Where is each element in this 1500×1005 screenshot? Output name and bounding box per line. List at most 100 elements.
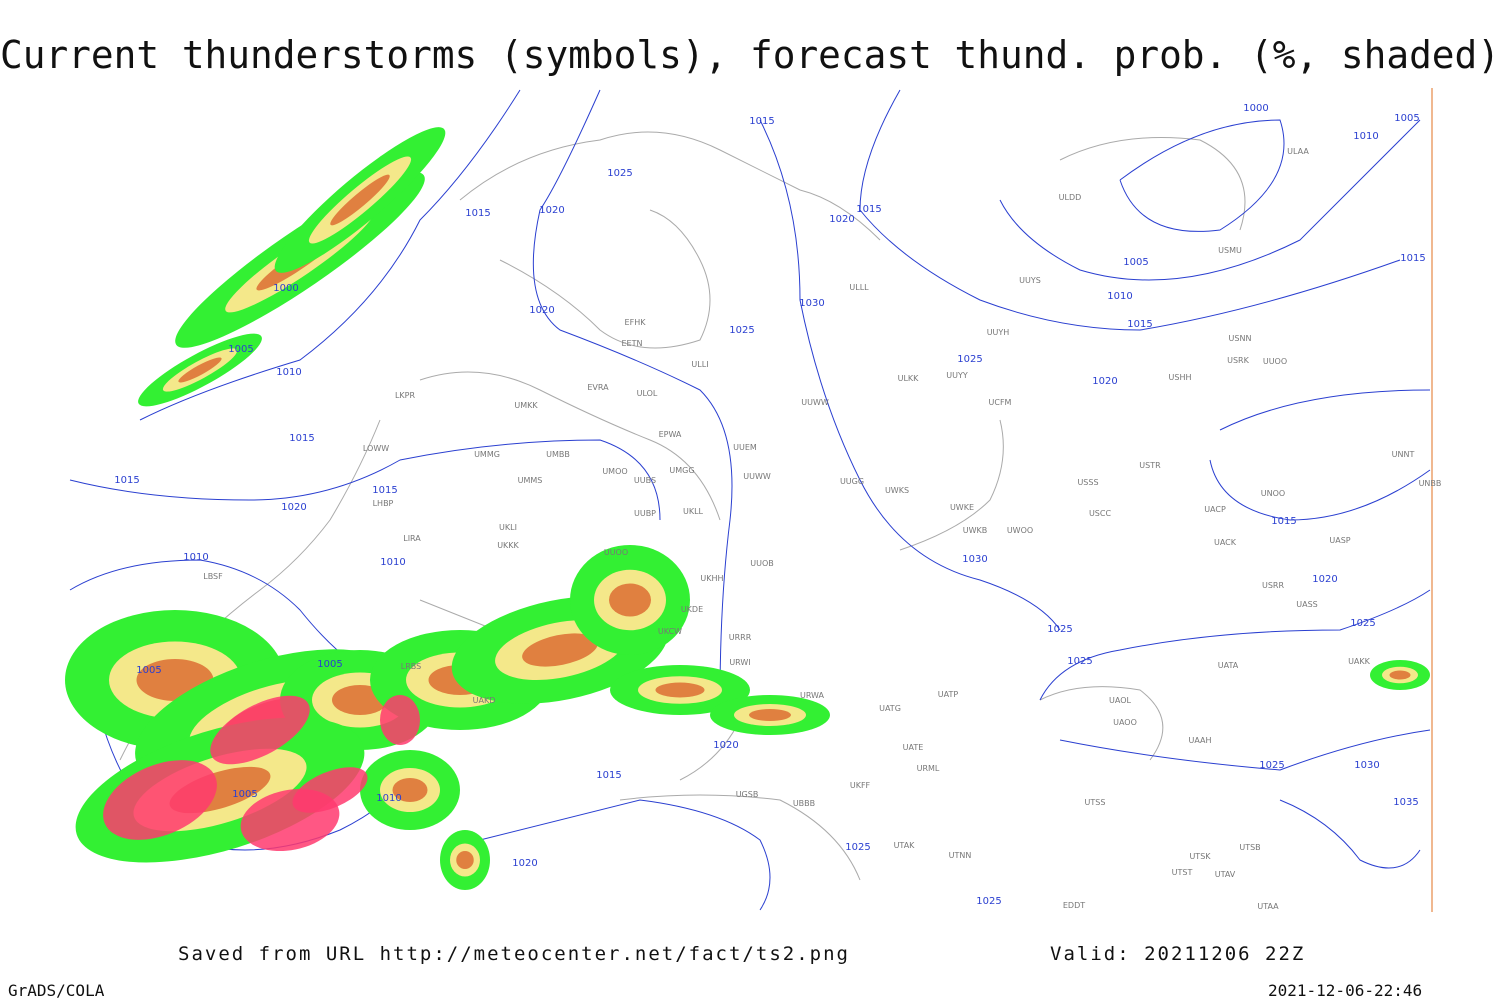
isobar-label: 1005 xyxy=(228,344,253,355)
station-code: UATE xyxy=(903,743,924,752)
station-code: USNN xyxy=(1229,334,1252,343)
probability-shading xyxy=(65,127,1430,890)
station-code: USRK xyxy=(1227,356,1249,365)
station-code: UUOB xyxy=(750,559,774,568)
station-code: UUYS xyxy=(1019,276,1041,285)
station-code: ULLI xyxy=(691,360,708,369)
station-code: UKCW xyxy=(658,627,682,636)
station-code: LOWW xyxy=(363,444,389,453)
isobar-label: 1025 xyxy=(1259,760,1284,771)
station-code: UKFF xyxy=(850,781,871,790)
isobar-label: 1035 xyxy=(1393,797,1418,808)
station-code: LBSF xyxy=(203,572,223,581)
isobar-label: 1000 xyxy=(1243,103,1268,114)
station-code: USSS xyxy=(1077,478,1098,487)
station-code: UTSS xyxy=(1085,798,1106,807)
isobar-label: 1005 xyxy=(1123,257,1148,268)
isobar-label: 1015 xyxy=(372,485,397,496)
station-code: UUOO xyxy=(1263,357,1287,366)
station-code: UTAV xyxy=(1215,870,1236,879)
station-code: UBBB xyxy=(793,799,815,808)
isobar-label: 1015 xyxy=(856,204,881,215)
station-code: USHH xyxy=(1169,373,1192,382)
isobar-label: 1025 xyxy=(607,168,632,179)
isobar-label: 1005 xyxy=(136,665,161,676)
station-code: UGSB xyxy=(736,790,759,799)
station-code: UUYH xyxy=(987,328,1010,337)
station-code: UUEM xyxy=(733,443,757,452)
station-code: UNNT xyxy=(1392,450,1415,459)
station-code: UWOO xyxy=(1007,526,1033,535)
station-code: UUBP xyxy=(634,509,656,518)
isobar-label: 1020 xyxy=(829,214,854,225)
isobar-label: 1015 xyxy=(1400,253,1425,264)
storm-symbols xyxy=(292,767,368,813)
station-code: UCFM xyxy=(989,398,1012,407)
station-code: UATG xyxy=(879,704,901,713)
station-code: LRBS xyxy=(401,662,421,671)
station-code: ULLL xyxy=(849,283,869,292)
station-code: UWKS xyxy=(885,486,909,495)
isobar-label: 1005 xyxy=(232,789,257,800)
station-code: UAKD xyxy=(473,696,496,705)
station-code: UNBB xyxy=(1419,479,1442,488)
isobar-label: 1030 xyxy=(799,298,824,309)
isobar-label: 1025 xyxy=(845,842,870,853)
station-code: UACK xyxy=(1214,538,1237,547)
map-labels: 1015102510201015100010101005101510201000… xyxy=(114,103,1441,911)
isobar-label: 1010 xyxy=(376,793,401,804)
shade-orange xyxy=(1389,670,1411,680)
station-code: UASS xyxy=(1296,600,1317,609)
isobar-label: 1020 xyxy=(512,858,537,869)
station-code: ULDD xyxy=(1059,193,1082,202)
isobar-label: 1020 xyxy=(1092,376,1117,387)
station-code: UNOO xyxy=(1261,489,1285,498)
isobar-label: 1005 xyxy=(317,659,342,670)
storm-symbols xyxy=(210,695,310,765)
station-code: UMBB xyxy=(546,450,570,459)
station-code: UMMS xyxy=(518,476,543,485)
isobar-label: 1025 xyxy=(729,325,754,336)
isobar-label: 1025 xyxy=(1047,624,1072,635)
station-code: LIRA xyxy=(403,534,421,543)
station-code: UTSK xyxy=(1189,852,1211,861)
isobar-label: 1020 xyxy=(713,740,738,751)
shade-orange xyxy=(330,174,390,226)
isobar-label: 1030 xyxy=(962,554,987,565)
shade-orange xyxy=(456,851,474,869)
isobar-label: 1010 xyxy=(183,552,208,563)
station-code: URWA xyxy=(800,691,825,700)
isobar-label: 1015 xyxy=(1127,319,1152,330)
station-code: ULAA xyxy=(1287,147,1309,156)
isobar-label: 1010 xyxy=(276,367,301,378)
station-code: UTNN xyxy=(949,851,972,860)
station-code: UMGG xyxy=(669,466,694,475)
station-code: UKDE xyxy=(681,605,703,614)
station-code: UWKB xyxy=(963,526,988,535)
isobar-label: 1015 xyxy=(596,770,621,781)
isobar-label: 1015 xyxy=(289,433,314,444)
station-code: LKPR xyxy=(395,391,416,400)
station-code: UUYY xyxy=(946,371,968,380)
valid-time: Valid: 20211206 22Z xyxy=(1050,943,1305,965)
station-code: UAAH xyxy=(1188,736,1211,745)
isobar-label: 1015 xyxy=(749,116,774,127)
isobar-label: 1015 xyxy=(1271,516,1296,527)
station-code: UKLI xyxy=(499,523,517,532)
isobar-label: 1030 xyxy=(1354,760,1379,771)
station-code: ULKK xyxy=(898,374,920,383)
station-code: USTR xyxy=(1139,461,1161,470)
isobar-label: 1010 xyxy=(1353,131,1378,142)
station-code: UKLL xyxy=(683,507,704,516)
isobar-label: 1025 xyxy=(976,896,1001,907)
storm-symbols xyxy=(103,760,217,840)
station-code: UATA xyxy=(1218,661,1239,670)
station-code: UWKE xyxy=(950,503,974,512)
isobar-label: 1010 xyxy=(380,557,405,568)
station-code: UMKK xyxy=(514,401,538,410)
station-code: UUWW xyxy=(801,398,829,407)
isobar-label: 1020 xyxy=(529,305,554,316)
isobar-label: 1020 xyxy=(539,205,564,216)
station-code: UAKK xyxy=(1348,657,1371,666)
